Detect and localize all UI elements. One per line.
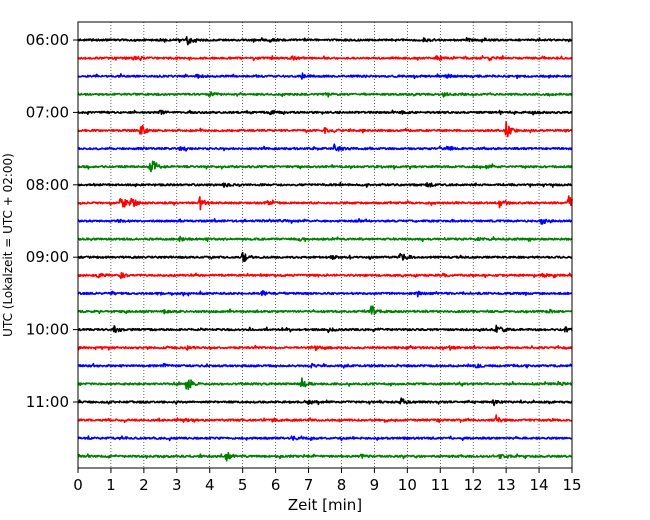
x-tick-label: 1	[106, 476, 116, 494]
x-tick-label: 2	[139, 476, 149, 494]
seismogram-trace-1145	[77, 451, 573, 462]
x-tick-label: 10	[398, 476, 417, 494]
plot-area-background	[78, 22, 572, 468]
y-tick-label: 09:00	[26, 248, 69, 266]
seismogram-trace-1030	[77, 362, 573, 369]
x-tick-label: 6	[271, 476, 281, 494]
seismogram-trace-1130	[77, 435, 573, 442]
vertical-gridlines	[110, 22, 540, 468]
seismogram-trace-0745	[77, 160, 573, 173]
x-tick-label: 13	[497, 476, 516, 494]
x-tick-label: 7	[304, 476, 314, 494]
seismogram-traces	[77, 36, 573, 462]
seismogram-trace-0630	[77, 72, 573, 80]
seismogram-trace-1000	[77, 324, 573, 334]
seismogram-trace-0845	[77, 235, 573, 243]
x-tick-label: 12	[464, 476, 483, 494]
x-tick-label: 4	[205, 476, 215, 494]
x-tick-label: 15	[562, 476, 581, 494]
x-tick-label: 9	[370, 476, 380, 494]
seismogram-trace-0915	[77, 272, 573, 280]
seismogram-trace-1115	[77, 414, 573, 424]
seismogram-trace-1015	[77, 344, 573, 352]
seismogram-trace-0945	[77, 305, 573, 316]
seismogram-trace-0615	[77, 55, 573, 62]
x-tick-label: 11	[431, 476, 450, 494]
y-axis-label: UTC (Lokalzeit = UTC + 02:00)	[1, 153, 15, 337]
seismogram-trace-0900	[77, 251, 573, 263]
seismogram-trace-0815	[77, 195, 573, 211]
seismogram-trace-0715	[77, 120, 573, 138]
y-axis-ticks: 06:00 07:00 08:00 09:00 10:00 11:00	[26, 31, 78, 411]
x-tick-label: 8	[337, 476, 347, 494]
x-tick-label: 0	[73, 476, 83, 494]
y-tick-label: 11:00	[26, 393, 69, 411]
y-tick-label: 07:00	[26, 103, 69, 121]
plot-frame	[77, 21, 573, 469]
seismogram-trace-0700	[77, 109, 573, 116]
seismogram-trace-0600	[77, 36, 573, 46]
y-tick-label: 08:00	[26, 176, 69, 194]
x-tick-label: 3	[172, 476, 182, 494]
x-tick-label: 5	[238, 476, 248, 494]
seismogram-trace-0800	[77, 181, 573, 188]
seismogram-trace-0730	[77, 143, 573, 152]
x-axis-label: Zeit [min]	[288, 496, 362, 514]
seismogram-trace-0930	[77, 290, 573, 298]
seismogram-trace-0645	[77, 91, 573, 98]
seismogram-trace-0830	[77, 217, 573, 225]
y-tick-label: 06:00	[26, 31, 69, 49]
seismogram-trace-1100	[77, 397, 573, 407]
seismogram-trace-1045	[77, 377, 573, 391]
x-tick-label: 14	[530, 476, 549, 494]
y-tick-label: 10:00	[26, 321, 69, 339]
x-axis-ticks: 0 1 2 3 4 5 6 7 8 9 10 11 12 13 14 15	[73, 468, 582, 494]
